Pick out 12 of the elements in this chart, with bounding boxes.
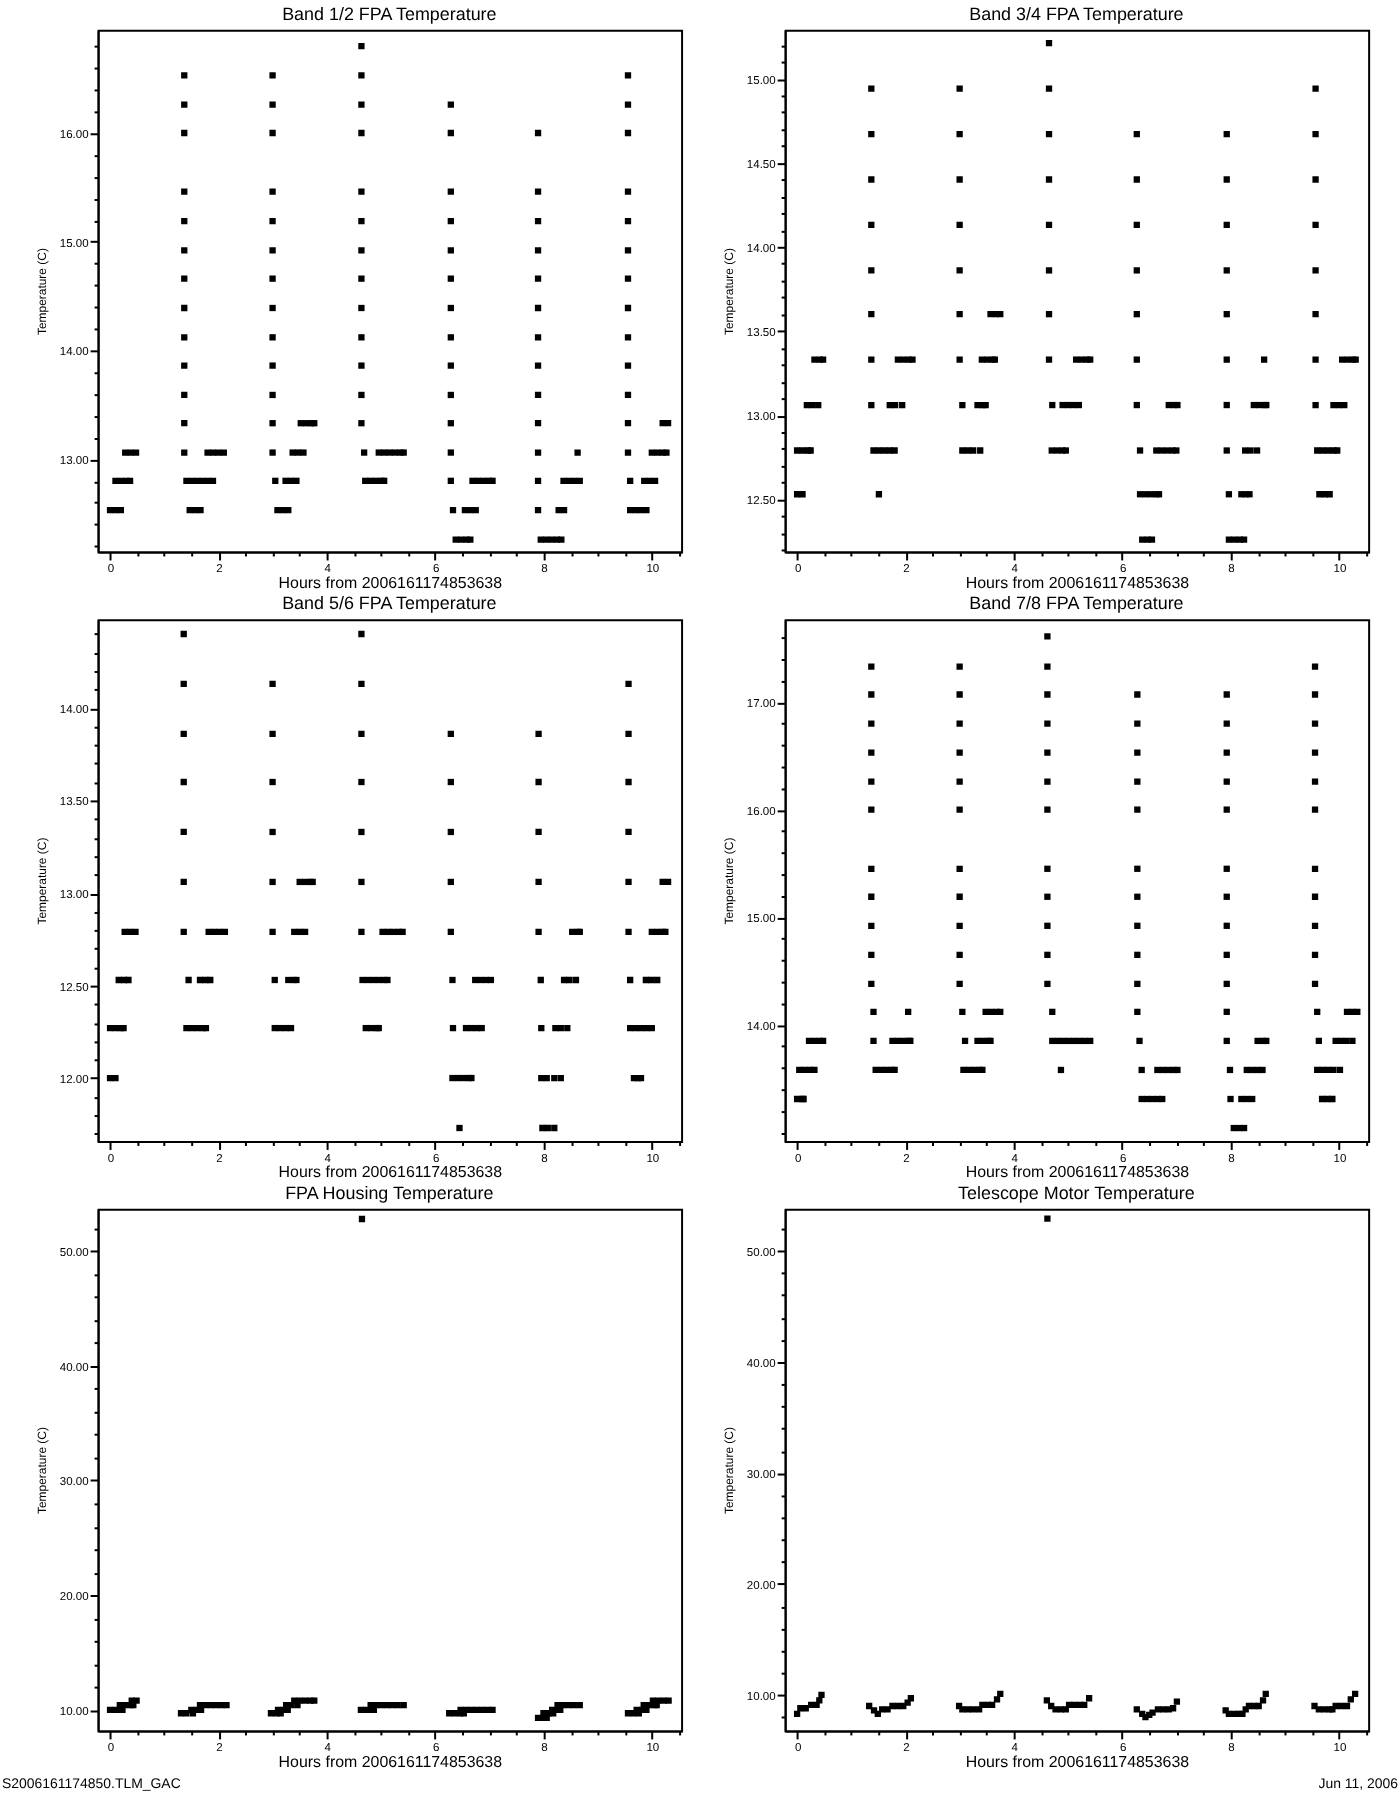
x-axis-title: Hours from 2006161174853638 (278, 573, 504, 592)
x-axis-title: Hours from 2006161174853638 (278, 1163, 504, 1182)
chart-title: Telescope Motor Temperature (958, 1182, 1195, 1203)
chart-title: Band 7/8 FPA Temperature (969, 593, 1184, 614)
x-axis-title: Hours from 2006161174853638 (965, 1752, 1191, 1771)
chart-title: Band 1/2 FPA Temperature (282, 3, 497, 24)
chart-title: Band 5/6 FPA Temperature (282, 593, 497, 614)
x-axis-title: Hours from 2006161174853638 (965, 573, 1191, 592)
x-axis-title: Hours from 2006161174853638 (278, 1752, 504, 1771)
x-axis-title: Hours from 2006161174853638 (965, 1163, 1191, 1182)
chart-title: FPA Housing Temperature (285, 1182, 494, 1203)
chart-title: Band 3/4 FPA Temperature (969, 3, 1184, 24)
